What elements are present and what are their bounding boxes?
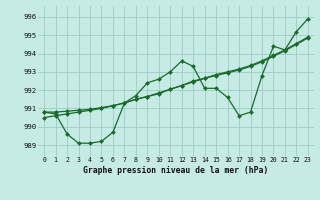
X-axis label: Graphe pression niveau de la mer (hPa): Graphe pression niveau de la mer (hPa) [84,166,268,175]
